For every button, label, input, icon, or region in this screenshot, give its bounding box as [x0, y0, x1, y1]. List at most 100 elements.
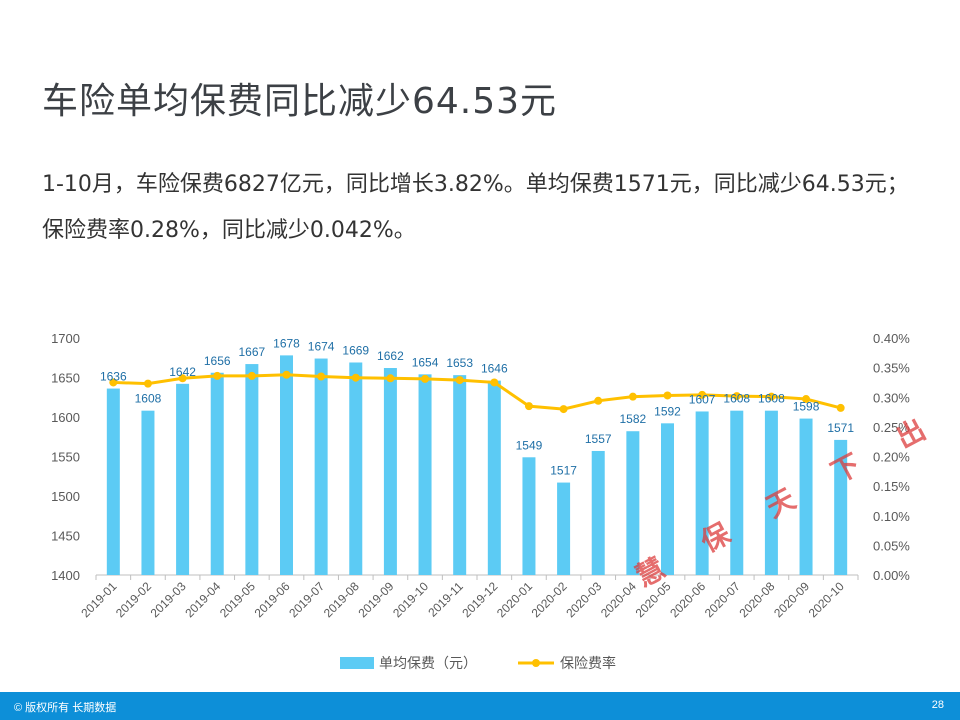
- x-tick-label: 2019-12: [459, 579, 500, 620]
- rate-point: [213, 371, 222, 380]
- bar: [661, 423, 674, 575]
- bar: [453, 375, 467, 575]
- rate-point: [524, 402, 533, 411]
- x-tick-label: 2020-08: [736, 579, 777, 620]
- rate-point: [836, 403, 845, 412]
- bar-data-label: 1636: [100, 370, 127, 384]
- bar-data-label: 1549: [516, 438, 543, 452]
- x-tick-label: 2019-03: [148, 579, 189, 620]
- bar: [695, 411, 709, 575]
- legend-line-label: 保险费率: [560, 655, 616, 672]
- rate-point: [421, 374, 430, 383]
- y-right-tick-label: 0.35%: [873, 361, 910, 376]
- bar: [626, 431, 640, 575]
- bar: [418, 374, 432, 575]
- summary-text: 1-10月，车险保费6827亿元，同比增长3.82%。单均保费1571元，同比减…: [42, 172, 909, 243]
- x-tick-label: 2020-07: [702, 579, 743, 620]
- x-tick-label: 2019-01: [78, 579, 119, 620]
- bar: [522, 457, 536, 575]
- y-right-tick-label: 0.00%: [873, 568, 910, 583]
- y-right-tick-label: 0.20%: [873, 450, 910, 465]
- legend-bar-label: 单均保费（元）: [379, 656, 477, 672]
- rate-point: [455, 376, 464, 385]
- footer-bar: © 版权所有 长期数据 28: [0, 692, 960, 720]
- x-tick-label: 2020-02: [529, 579, 570, 620]
- rate-point: [143, 379, 152, 388]
- rate-point: [178, 374, 187, 383]
- bar: [106, 388, 120, 575]
- legend-bar-swatch: [340, 657, 374, 669]
- bar-data-label: 1608: [723, 392, 750, 406]
- bar-data-label: 1667: [239, 345, 266, 359]
- y-right-tick-label: 0.15%: [873, 479, 910, 494]
- bar-data-label: 1582: [620, 412, 647, 426]
- bar-data-label: 1557: [585, 432, 612, 446]
- x-tick-label: 2020-09: [771, 579, 812, 620]
- bar: [834, 439, 848, 575]
- y-left-tick-label: 1500: [51, 489, 80, 504]
- bar: [764, 410, 778, 575]
- bar: [210, 372, 224, 575]
- bar: [799, 418, 813, 575]
- x-tick-label: 2019-05: [217, 579, 258, 620]
- bar: [487, 380, 501, 575]
- rate-point: [559, 405, 568, 414]
- y-left-tick-label: 1450: [51, 529, 80, 544]
- x-tick-label: 2019-09: [355, 579, 396, 620]
- y-right-tick-label: 0.40%: [873, 331, 910, 346]
- legend-line-marker: [532, 659, 540, 667]
- chart: 1700 1650 1600 1550 1500 1450 1400 0.40% 0.35% 0.…: [51, 331, 910, 672]
- x-tick-label: 2020-04: [598, 579, 639, 620]
- x-tick-label: 2019-02: [113, 579, 154, 620]
- y-left-tick-label: 1650: [51, 371, 80, 386]
- bar: [176, 383, 190, 575]
- x-tick-label: 2019-07: [286, 579, 327, 620]
- bar-data-label: 1656: [204, 354, 231, 368]
- page-number: 28: [931, 699, 944, 711]
- x-tick-label: 2020-01: [494, 579, 535, 620]
- bar: [141, 410, 155, 575]
- rate-point: [490, 378, 499, 387]
- y-right-tick-label: 0.10%: [873, 509, 910, 524]
- x-tick-label: 2019-06: [252, 579, 293, 620]
- page-title: 车险单均保费同比减少64.53元: [42, 81, 558, 122]
- bar: [314, 358, 328, 575]
- rate-point: [732, 392, 741, 401]
- y-right-tick-label: 0.30%: [873, 390, 910, 405]
- bar: [730, 410, 744, 575]
- bar-data-label: 1571: [827, 421, 854, 435]
- x-tick-label: 2020-06: [667, 579, 708, 620]
- bar: [591, 450, 605, 575]
- y-left-tick-label: 1550: [51, 450, 80, 465]
- bar-data-label: 1653: [446, 356, 473, 370]
- rate-point: [282, 370, 291, 379]
- rate-point: [802, 395, 811, 404]
- x-tick-label: 2020-10: [806, 579, 847, 620]
- y-right-tick-label: 0.05%: [873, 538, 910, 553]
- x-tick-label: 2020-03: [563, 579, 604, 620]
- rate-point: [351, 373, 360, 382]
- y-left-tick-label: 1400: [51, 568, 80, 583]
- bar-data-label: 1674: [308, 340, 335, 354]
- bar-data-label: 1607: [689, 392, 716, 406]
- bar: [280, 355, 293, 575]
- bar-data-label: 1669: [342, 343, 369, 357]
- x-tick-label: 2019-04: [182, 579, 223, 620]
- y-left-tick-label: 1600: [51, 410, 80, 425]
- bar-data-label: 1662: [377, 349, 404, 363]
- bar-data-label: 1646: [481, 362, 508, 376]
- rate-line: [113, 373, 842, 411]
- bar: [557, 482, 571, 575]
- y-left-tick-label: 1700: [51, 331, 80, 346]
- rate-point: [663, 391, 672, 400]
- rate-point: [386, 374, 395, 383]
- bar: [383, 368, 397, 575]
- x-tick-label: 2019-11: [425, 579, 466, 620]
- x-tick-label: 2019-08: [321, 579, 362, 620]
- bar-data-label: 1654: [412, 355, 439, 369]
- bar-data-label: 1517: [550, 464, 577, 478]
- bar-data-label: 1608: [758, 392, 785, 406]
- bar-data-label: 1608: [135, 392, 162, 406]
- copyright-text: © 版权所有 长期数据: [14, 702, 117, 714]
- bar: [245, 364, 259, 575]
